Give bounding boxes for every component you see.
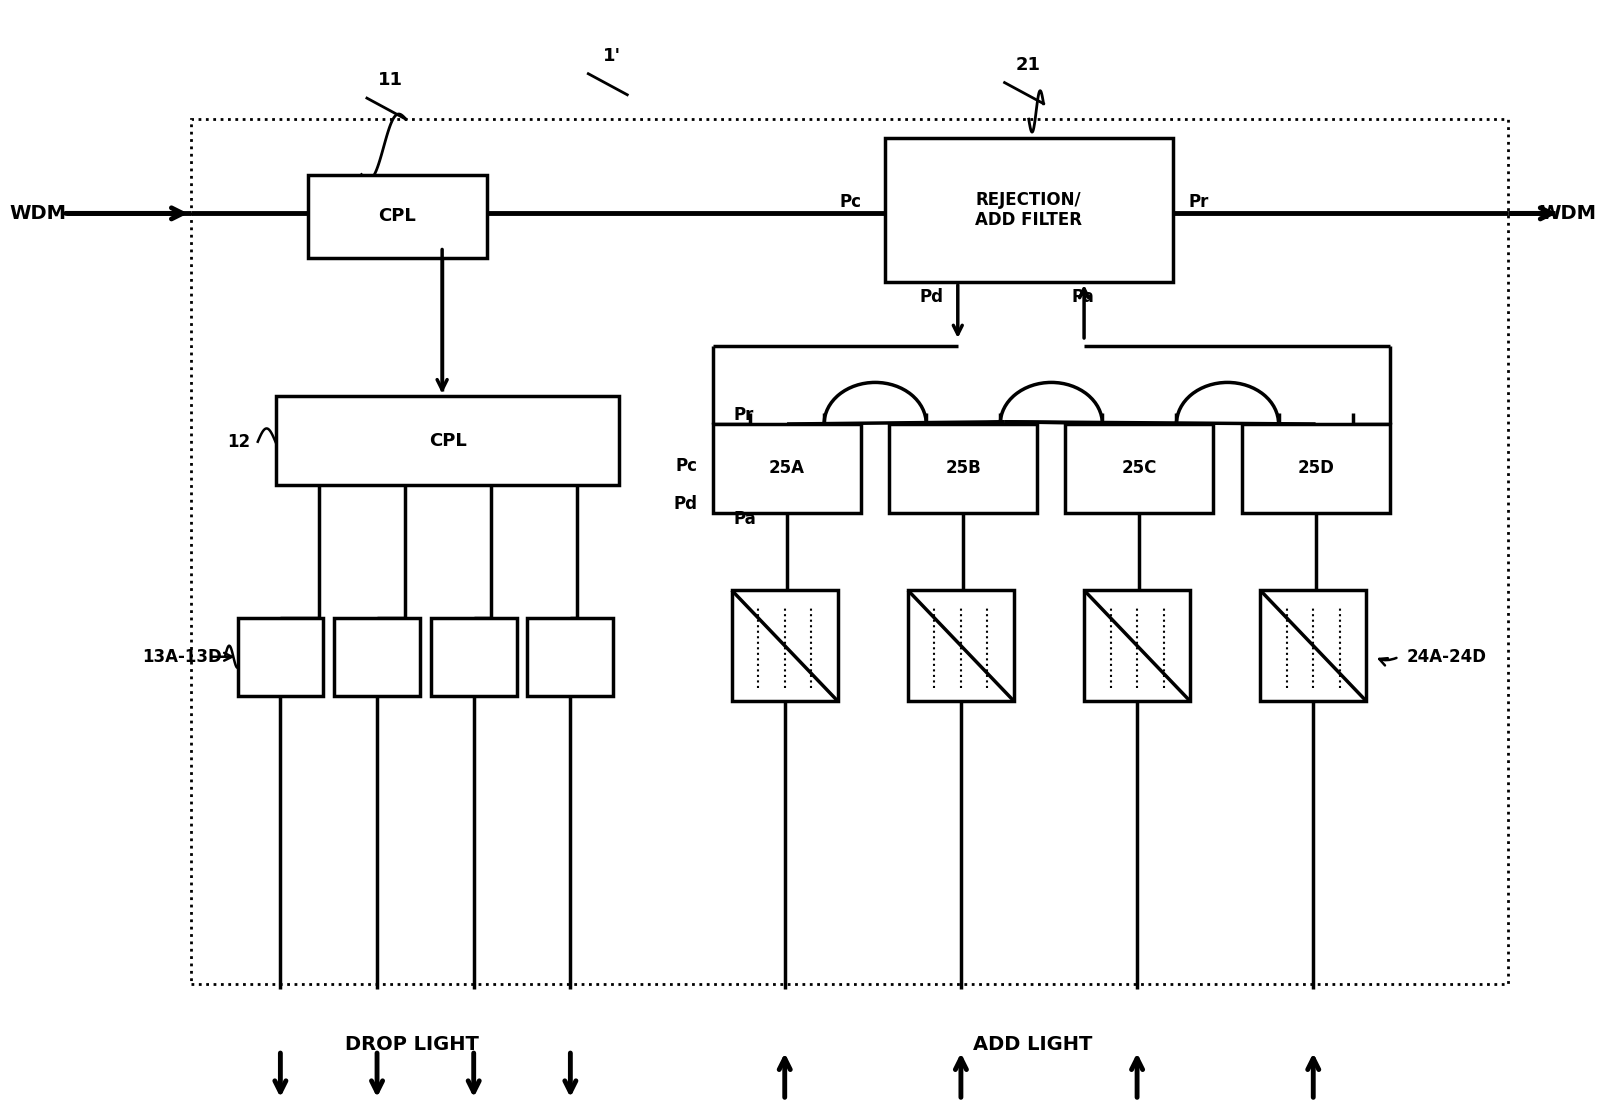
Text: WDM: WDM	[1539, 204, 1597, 223]
Text: 11: 11	[378, 71, 402, 89]
Text: Pa: Pa	[733, 510, 757, 528]
Text: 1': 1'	[602, 47, 621, 65]
Text: 24A-24D: 24A-24D	[1407, 647, 1486, 666]
Bar	[238, 618, 324, 695]
Text: 12: 12	[227, 432, 250, 451]
Bar	[1261, 590, 1367, 701]
Bar	[277, 397, 620, 485]
Bar	[335, 618, 420, 695]
Bar	[308, 175, 486, 257]
Bar	[528, 618, 613, 695]
Text: ADD LIGHT: ADD LIGHT	[972, 1035, 1092, 1054]
Text: Pc: Pc	[839, 194, 861, 212]
Text: Pr: Pr	[1188, 194, 1209, 212]
Text: 25B: 25B	[945, 459, 980, 477]
Bar	[1241, 424, 1389, 512]
Text: CPL: CPL	[430, 431, 467, 450]
Bar	[190, 119, 1509, 984]
Text: REJECTION/
ADD FILTER: REJECTION/ ADD FILTER	[976, 190, 1082, 229]
Text: 25A: 25A	[770, 459, 805, 477]
Text: Pr: Pr	[733, 407, 753, 424]
Bar	[884, 138, 1174, 282]
Bar	[431, 618, 517, 695]
Text: WDM: WDM	[10, 204, 66, 223]
Text: Pc: Pc	[676, 457, 697, 475]
Text: 21: 21	[1016, 56, 1040, 74]
Bar	[908, 590, 1014, 701]
Text: Pd: Pd	[673, 495, 697, 512]
Bar	[731, 590, 837, 701]
Bar	[713, 424, 861, 512]
Text: 25D: 25D	[1298, 459, 1335, 477]
Text: Pa: Pa	[1072, 287, 1095, 305]
Text: 25C: 25C	[1122, 459, 1158, 477]
Bar	[889, 424, 1037, 512]
Bar	[1084, 590, 1190, 701]
Text: DROP LIGHT: DROP LIGHT	[345, 1035, 480, 1054]
Text: 13A-13D: 13A-13D	[142, 647, 222, 666]
Text: Pd: Pd	[919, 287, 943, 305]
Bar	[1066, 424, 1214, 512]
Text: CPL: CPL	[378, 207, 415, 225]
